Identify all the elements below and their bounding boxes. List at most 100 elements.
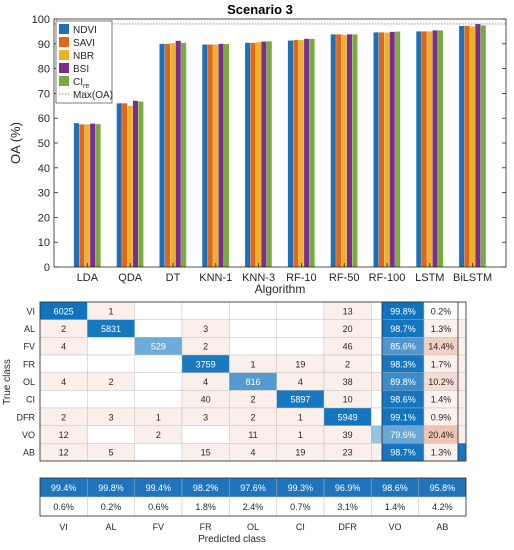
matrix-cell-value: 12 [59, 448, 69, 458]
matrix-cell-value: 3 [108, 412, 113, 422]
true-class-label: FV [23, 342, 35, 352]
matrix-cell-value: 5949 [338, 412, 358, 422]
bar-ci-knn-3 [266, 41, 272, 267]
legend-label-nbr: NBR [73, 51, 94, 62]
bar-bsi-rf-10 [304, 38, 310, 268]
bar-ndvi-bilstm [459, 25, 465, 267]
y-tick-label: 60 [38, 113, 50, 125]
bar-bsi-bilstm [475, 23, 481, 268]
matrix-cell-value: 2 [61, 412, 66, 422]
bar-nbr-knn-3 [255, 42, 261, 268]
bar-ndvi-rf-50 [330, 34, 336, 267]
matrix-cell [87, 354, 135, 373]
column-error-value: 1.4% [385, 502, 406, 512]
matrix-cell [181, 425, 230, 444]
bar-savi-lda [79, 124, 85, 268]
bar-nbr-rf-10 [298, 40, 304, 267]
matrix-cell [134, 372, 183, 391]
bar-ci-bilstm [480, 25, 486, 268]
predicted-class-label: VI [59, 522, 68, 532]
legend-swatch-ci [59, 76, 69, 86]
bar-ci-lstm [437, 30, 443, 267]
matrix-cell-value: 23 [343, 448, 353, 458]
row-correct-value: 99.1% [390, 412, 416, 422]
y-tick-label: 40 [38, 163, 50, 175]
x-tick-label: QDA [118, 272, 143, 284]
matrix-cell [229, 319, 277, 338]
y-axis-label: OA (%) [8, 122, 23, 164]
legend-label-bsi: BSI [73, 64, 89, 75]
y-tick-label: 100 [32, 14, 50, 26]
predicted-class-label: VO [388, 522, 401, 532]
matrix-cell-value: 12 [59, 430, 69, 440]
x-axis-label: Algorithm [255, 282, 306, 296]
row-error-value: 1.4% [431, 395, 452, 405]
bar-ndvi-dt [159, 43, 165, 267]
matrix-cell [276, 319, 325, 338]
true-class-label: AB [23, 448, 35, 458]
true-class-label: FR [23, 359, 35, 369]
y-tick-label: 90 [38, 39, 50, 51]
x-tick-label: RF-100 [369, 272, 406, 284]
bar-ndvi-lda [73, 123, 79, 267]
x-tick-label: LSTM [415, 272, 444, 284]
bar-ci-lda [95, 124, 101, 267]
matrix-cell-value: 4 [203, 377, 208, 387]
predicted-class-label: AL [105, 522, 116, 532]
row-correct-value: 89.8% [390, 377, 416, 387]
x-tick-label: RF-50 [329, 272, 360, 284]
matrix-cell-value: 1 [298, 412, 303, 422]
legend-label-savi: SAVI [73, 38, 95, 49]
bar-savi-dt [164, 43, 170, 267]
matrix-cell-value: 2 [203, 342, 208, 352]
column-correct-value: 99.4% [51, 483, 77, 493]
predicted-class-label: FR [200, 522, 212, 532]
legend-swatch-savi [59, 37, 69, 47]
true-class-label: VI [26, 306, 35, 316]
column-correct-value: 98.2% [193, 483, 219, 493]
bar-nbr-rf-50 [341, 34, 347, 267]
bar-chart: Scenario 3 0 10 20 30 40 50 60 70 80 90 100 LDA QDA… [8, 2, 507, 296]
column-correct-value: 99.8% [98, 483, 124, 493]
legend-swatch-nbr [59, 50, 69, 60]
true-class-label: AL [24, 324, 35, 334]
matrix-cell-value: 10 [343, 395, 353, 405]
matrix-cell-value: 3 [203, 324, 208, 334]
predicted-class-label: CI [296, 522, 305, 532]
predicted-class-axis-label: Predicted class [198, 534, 266, 545]
predicted-class-label: FV [153, 522, 165, 532]
column-summary-frame [39, 477, 467, 517]
matrix-cell-value: 19 [295, 359, 305, 369]
matrix-cell [229, 301, 277, 320]
matrix-cell [181, 301, 230, 320]
column-summary: 99.4% 0.6% 99.8% 0.2% 99.4% 0.6% 98.2% 1.8% 97.6… [39, 477, 467, 517]
matrix-cell-value: 2 [250, 395, 255, 405]
matrix-cell [39, 390, 88, 409]
matrix-cell-value: 3 [203, 412, 208, 422]
bar-savi-qda [122, 103, 128, 267]
legend-label-ndvi: NDVI [73, 25, 97, 36]
row-correct-value: 98.7% [390, 448, 416, 458]
matrix-cell-value: 38 [343, 377, 353, 387]
matrix-cell-value: 5831 [101, 324, 121, 334]
x-tick-label: LDA [77, 272, 99, 284]
bar-ndvi-knn-1 [202, 44, 208, 267]
legend-label-subscript: re [83, 83, 89, 90]
row-summary-frame [381, 301, 459, 462]
bar-ci-knn-1 [223, 44, 229, 267]
matrix-cell-value: 4 [61, 342, 66, 352]
row-correct-value: 79.6% [390, 430, 416, 440]
true-class-label: DFR [17, 412, 36, 422]
bar-bsi-knn-3 [261, 41, 267, 268]
true-class-axis-label: True class [2, 359, 13, 405]
y-tick-label: 80 [38, 64, 50, 76]
matrix-cell-value: 15 [201, 448, 211, 458]
matrix-cell [87, 425, 135, 444]
matrix-cell-value: 4 [61, 377, 66, 387]
bar-nbr-bilstm [469, 26, 475, 267]
y-axis-ticks: 0 10 20 30 40 50 60 70 80 90 100 [32, 14, 506, 274]
matrix-cell [134, 301, 183, 320]
matrix-cell [229, 337, 277, 356]
matrix-cell [134, 390, 183, 409]
